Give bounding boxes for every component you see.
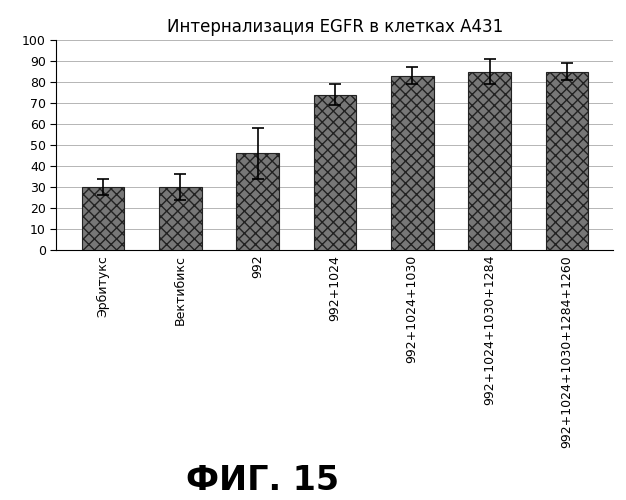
Bar bbox=[81, 187, 124, 250]
Title: Интернализация EGFR в клетках А431: Интернализация EGFR в клетках А431 bbox=[167, 18, 503, 36]
Bar bbox=[391, 76, 433, 250]
Bar bbox=[314, 94, 356, 250]
Text: ФИГ. 15: ФИГ. 15 bbox=[187, 464, 339, 496]
Bar bbox=[237, 154, 279, 250]
Bar bbox=[159, 187, 202, 250]
Bar bbox=[468, 72, 511, 250]
Bar bbox=[546, 72, 588, 250]
